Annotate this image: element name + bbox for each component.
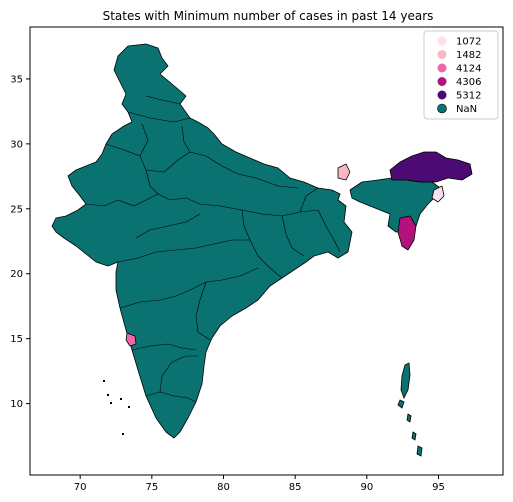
y-tick-label-2: 20 [10,269,23,280]
lakshadweep-islands [103,380,130,435]
legend-marker-0 [437,36,447,46]
legend-marker-5 [437,103,447,114]
y-tick-label-0: 10 [10,399,23,410]
legend-label-1: 1482 [456,50,481,61]
legend-marker-1 [437,50,447,59]
x-tick-label-3: 85 [289,482,302,493]
y-tick-label-5: 35 [10,74,23,85]
legend-label-4: 5312 [456,91,481,102]
region-nagaland [431,185,445,203]
legend-marker-4 [437,90,447,100]
x-tick-label-2: 80 [217,482,230,493]
region-andaman [397,362,423,457]
x-tick-label-1: 75 [145,482,158,493]
y-tick-label-3: 25 [10,204,23,215]
x-tick-label-5: 95 [432,482,445,493]
region-sikkim [337,163,351,181]
y-axis: 10 15 20 25 30 35 [10,74,30,410]
region-arunachal [389,151,473,183]
legend: 1072 1482 4124 4306 5312 NaN [423,30,499,120]
legend-marker-2 [437,63,447,73]
state-boundaries [85,95,341,403]
legend-label-0: 1072 [456,37,481,48]
x-tick-label-4: 90 [360,482,373,493]
legend-label-3: 4306 [456,77,481,88]
region-mizoram [397,215,417,251]
region-mainland [51,43,353,439]
legend-marker-3 [437,77,447,86]
legend-label-2: 4124 [456,64,481,75]
y-tick-label-1: 15 [10,334,23,345]
x-axis: 70 75 80 85 90 95 [74,475,445,493]
y-tick-label-4: 30 [10,139,23,150]
map-layer [51,43,473,457]
chart-title: States with Minimum number of cases in p… [103,9,434,23]
legend-label-5: NaN [456,104,477,115]
region-goa [125,332,137,347]
x-tick-label-0: 70 [74,482,87,493]
